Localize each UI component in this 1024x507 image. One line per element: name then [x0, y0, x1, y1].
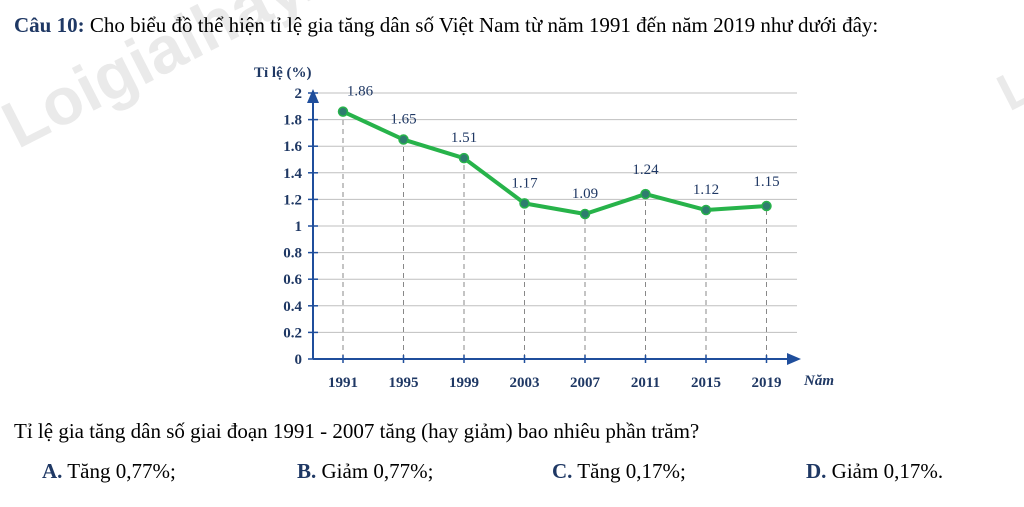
- answer-text-a: Tăng 0,77%;: [67, 459, 176, 483]
- x-axis-title: Năm: [803, 373, 834, 389]
- y-tick-label: 1.2: [283, 192, 302, 208]
- data-point: [700, 204, 712, 216]
- x-tick-label: 1991: [328, 375, 358, 391]
- data-point: [579, 208, 591, 220]
- data-label: 1.24: [632, 162, 659, 178]
- y-tick-label: 2: [295, 86, 303, 102]
- answer-option-a[interactable]: A. Tăng 0,77%;: [42, 458, 176, 484]
- question-heading: Câu 10: Cho biểu đồ thể hiện tỉ lệ gia t…: [14, 12, 878, 38]
- answer-letter-c: C.: [552, 459, 573, 483]
- question-prompt: Tỉ lệ gia tăng dân số giai đoạn 1991 - 2…: [14, 419, 700, 443]
- data-point: [640, 188, 651, 200]
- x-tick-label: 2015: [691, 375, 721, 391]
- x-tick-label: 2019: [752, 375, 782, 391]
- data-point: [761, 200, 772, 212]
- y-tick-label: 1: [295, 219, 303, 235]
- y-axis-arrow: [307, 89, 319, 103]
- answer-option-b[interactable]: B. Giảm 0,77%;: [297, 458, 434, 484]
- y-tick-label: 0.8: [283, 246, 302, 262]
- y-tick-label: 0.4: [283, 299, 302, 315]
- x-tick-label: 2003: [510, 375, 540, 391]
- line-chart: 0 0.2 0.4 0.6 0.8 1 1.2 1.4 1.6 1.8 2 1991 1995 1999 2…: [254, 65, 834, 391]
- answer-text-d: Giảm 0,17%.: [831, 459, 944, 483]
- data-label: 1.51: [451, 130, 477, 146]
- answer-option-c[interactable]: C. Tăng 0,17%;: [552, 458, 686, 484]
- answer-text-b: Giảm 0,77%;: [321, 459, 434, 483]
- y-tick-label: 0.2: [283, 325, 302, 341]
- y-tick-label: 0.6: [283, 272, 302, 288]
- x-tick-label: 2007: [570, 375, 601, 391]
- y-tick-label: 0: [295, 352, 303, 368]
- data-label: 1.86: [347, 84, 374, 100]
- data-label: 1.09: [572, 186, 598, 202]
- answer-text-c: Tăng 0,17%;: [577, 459, 686, 483]
- question-number: Câu 10:: [14, 13, 85, 37]
- data-label: 1.12: [693, 182, 719, 198]
- chart-container: 0 0.2 0.4 0.6 0.8 1 1.2 1.4 1.6 1.8 2 1991 1995 1999 2…: [254, 65, 834, 391]
- answer-letter-d: D.: [806, 459, 827, 483]
- data-point: [519, 198, 530, 209]
- question-text: Cho biểu đồ thể hiện tỉ lệ gia tăng dân …: [89, 13, 879, 37]
- data-label: 1.65: [390, 112, 416, 128]
- data-point: [458, 152, 470, 164]
- y-tick-label: 1.6: [283, 139, 302, 155]
- x-tick-label: 2011: [631, 375, 660, 391]
- y-tick-label: 1.4: [283, 166, 302, 182]
- x-axis-arrow: [787, 353, 801, 365]
- answer-options: A. Tăng 0,77%; B. Giảm 0,77%; C. Tăng 0,…: [0, 458, 1024, 488]
- data-point: [398, 134, 409, 145]
- x-tick-label: 1999: [449, 375, 479, 391]
- series-line: [342, 109, 767, 217]
- answer-letter-b: B.: [297, 459, 317, 483]
- data-point: [337, 106, 349, 117]
- answer-letter-a: A.: [42, 459, 63, 483]
- answer-option-d[interactable]: D. Giảm 0,17%.: [806, 458, 943, 484]
- y-axis-title: Tỉ lệ (%): [254, 65, 312, 81]
- data-label: 1.15: [753, 174, 779, 190]
- y-tick-label: 1.8: [283, 113, 302, 129]
- x-tick-label: 1995: [389, 375, 419, 391]
- data-label: 1.17: [511, 175, 538, 191]
